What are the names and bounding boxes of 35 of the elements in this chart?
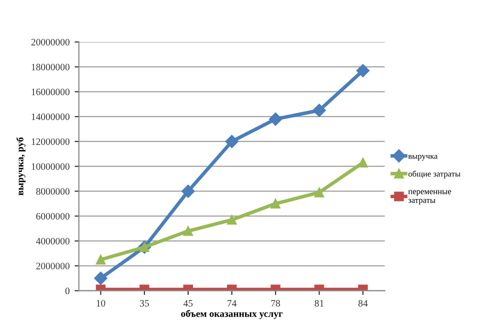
- point: [268, 112, 282, 126]
- x-tick-label: 78: [271, 300, 280, 307]
- x-axis-title: объем оказанных услуг: [181, 310, 283, 319]
- y-tick-label: 8000000: [36, 188, 70, 195]
- point: [183, 226, 193, 236]
- y-tick-label: 14000000: [32, 114, 70, 120]
- x-tick-label: 81: [314, 300, 324, 307]
- point: [358, 158, 368, 168]
- point: [314, 188, 324, 198]
- x-tick-label: 74: [228, 300, 237, 306]
- x-tick-label: 45: [183, 300, 193, 307]
- point: [270, 198, 280, 209]
- point: [96, 254, 106, 264]
- y-tick-label: 6000000: [36, 212, 70, 220]
- point: [94, 272, 108, 285]
- point: [226, 214, 237, 225]
- y-tick-label: 0: [65, 288, 70, 294]
- point: [182, 184, 195, 198]
- y-axis-title: выручка, руб: [16, 137, 26, 196]
- y-tick-label: 4000000: [36, 238, 70, 244]
- y-tick-label: 12000000: [32, 138, 70, 145]
- y-tick-label: 16000000: [32, 88, 70, 96]
- point: [356, 64, 370, 78]
- legend-label: переменные затраты: [408, 190, 452, 205]
- y-tick-label: 20000000: [31, 38, 70, 46]
- y-tick-label: 2000000: [36, 262, 70, 270]
- x-tick-label: 10: [96, 300, 106, 307]
- x-tick-label: 84: [358, 300, 368, 307]
- y-tick-label: 18000000: [32, 64, 70, 70]
- legend-label: общие затраты: [408, 170, 460, 178]
- y-tick-label: 10000000: [32, 163, 70, 170]
- point: [225, 134, 238, 148]
- legend-label: выручка: [408, 154, 438, 161]
- point: [312, 104, 326, 117]
- x-tick-label: 35: [140, 300, 149, 307]
